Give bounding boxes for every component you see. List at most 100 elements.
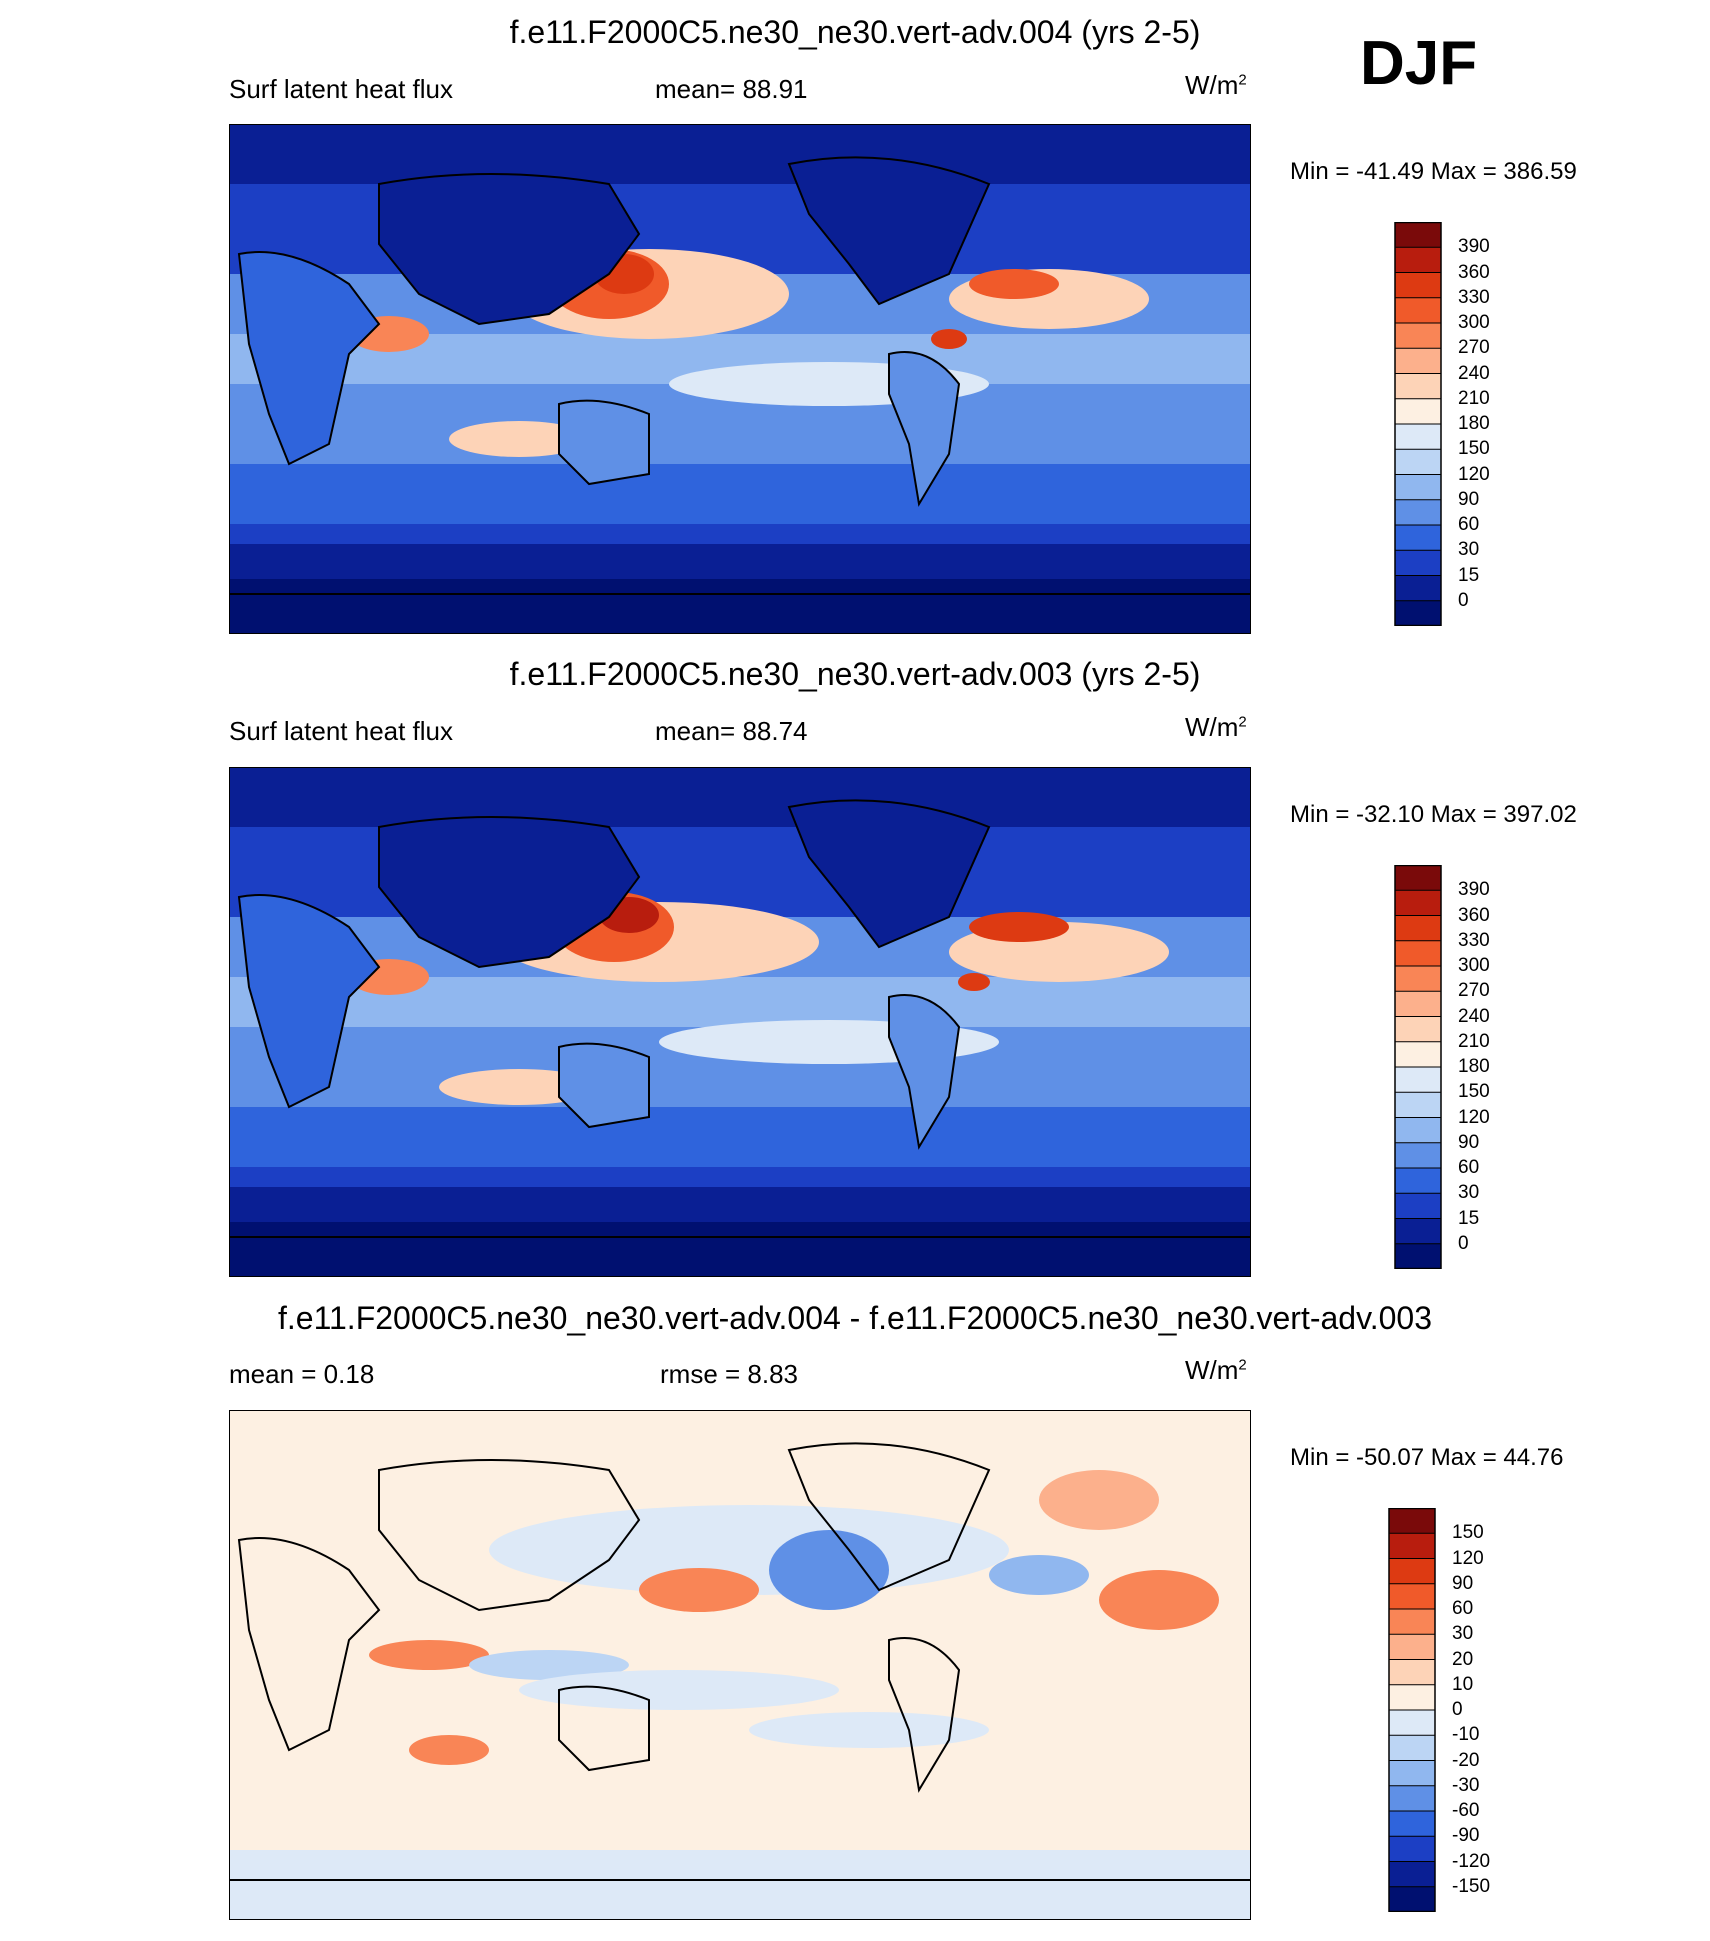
colorbar-swatch (1388, 1785, 1436, 1812)
colorbar-swatch (1388, 1608, 1436, 1636)
colorbar-tick-label: 330 (1458, 929, 1490, 951)
colorbar-swatch (1388, 1835, 1436, 1863)
colorbar-swatch (1394, 940, 1442, 967)
colorbar-tick-label: 180 (1458, 1056, 1490, 1077)
colorbar-outline (1394, 221, 1442, 627)
colorbar-tick-label: 90 (1458, 488, 1480, 510)
colorbar-swatch (1394, 347, 1442, 375)
colorbar-swatch (1394, 889, 1442, 917)
panel1-title: f.e11.F2000C5.ne30_ne30.vert-adv.004 (yr… (509, 14, 1201, 50)
colorbar-swatch (1394, 272, 1442, 299)
season-label: DJF (1360, 29, 1478, 98)
colorbar-swatch (1388, 1659, 1436, 1686)
colorbar-tick-label: 300 (1458, 955, 1490, 976)
colorbar-tick-label: 120 (1458, 463, 1490, 485)
panel1-colorbar (1393, 221, 1443, 631)
colorbar-swatch (1388, 1633, 1436, 1661)
colorbar-tick-label: 15 (1458, 564, 1480, 586)
panel2-colorbar (1393, 864, 1443, 1274)
panel2-map-svg (229, 767, 1251, 1277)
colorbar-swatch (1394, 600, 1442, 627)
colorbar-swatch (1394, 575, 1442, 602)
colorbar-swatch (1388, 1709, 1436, 1737)
colorbar-swatch (1394, 1066, 1442, 1094)
colorbar-tick-label: 180 (1458, 413, 1490, 434)
colorbar-tick-label: 30 (1458, 1182, 1480, 1204)
colorbar-tick-label: -90 (1452, 1825, 1480, 1847)
colorbar-tick-label: 10 (1452, 1673, 1474, 1695)
panel3-colorbar (1387, 1507, 1437, 1917)
colorbar-swatch (1394, 1192, 1442, 1220)
colorbar-swatch (1394, 1243, 1442, 1270)
colorbar-swatch (1394, 373, 1442, 400)
panel1-variable-label: Surf latent heat flux (229, 74, 454, 104)
colorbar-tick-label: 90 (1452, 1572, 1474, 1594)
panel1-map-svg (229, 124, 1251, 634)
colorbar-swatch (1394, 1142, 1442, 1169)
colorbar-swatch (1394, 1041, 1442, 1068)
colorbar-tick-label: 120 (1452, 1547, 1484, 1569)
panel3-colorbar-svg (1388, 1507, 1436, 1913)
panel1-units: W/m2 (1185, 70, 1247, 100)
colorbar-swatch (1394, 864, 1442, 892)
colorbar-swatch (1388, 1532, 1436, 1560)
colorbar-tick-label: 390 (1458, 236, 1490, 258)
colorbar-swatch (1394, 1117, 1442, 1144)
colorbar-tick-label: 390 (1458, 879, 1490, 901)
colorbar-tick-label: -120 (1452, 1850, 1491, 1872)
colorbar-tick-label: 150 (1458, 1081, 1490, 1103)
colorbar-tick-label: -30 (1452, 1774, 1480, 1796)
colorbar-tick-label: 150 (1452, 1522, 1484, 1544)
colorbar-swatch (1394, 423, 1442, 451)
colorbar-tick-label: 330 (1458, 286, 1490, 308)
colorbar-swatch (1394, 1091, 1442, 1119)
panel2-minmax: Min = -32.10 Max = 397.02 (1290, 801, 1577, 828)
panel1-map (229, 124, 1251, 634)
colorbar-swatch (1394, 1218, 1442, 1245)
colorbar-swatch (1388, 1886, 1436, 1913)
colorbar-tick-label: 270 (1458, 337, 1490, 359)
panel2-colorbar-svg (1394, 864, 1442, 1270)
colorbar-tick-label: 360 (1458, 261, 1490, 283)
colorbar-swatch (1388, 1760, 1436, 1787)
colorbar-swatch (1394, 549, 1442, 577)
panel3-mean-label: mean = 0.18 (229, 1359, 375, 1389)
colorbar-tick-label: 210 (1458, 387, 1490, 409)
colorbar-outline (1388, 1507, 1436, 1913)
colorbar-swatch (1394, 398, 1442, 425)
panel3-units: W/m2 (1185, 1355, 1247, 1385)
colorbar-tick-label: 30 (1452, 1623, 1474, 1645)
colorbar-tick-label: -10 (1452, 1724, 1480, 1746)
colorbar-tick-label: 240 (1458, 362, 1490, 384)
panel2-map (229, 767, 1251, 1277)
panel2-mean-label: mean= 88.74 (655, 716, 808, 746)
colorbar-swatch (1394, 221, 1442, 249)
colorbar-swatch (1388, 1558, 1436, 1585)
colorbar-swatch (1394, 965, 1442, 993)
colorbar-tick-label: 90 (1458, 1131, 1480, 1153)
colorbar-swatch (1394, 246, 1442, 274)
colorbar-swatch (1394, 499, 1442, 526)
colorbar-tick-label: 0 (1458, 589, 1469, 611)
colorbar-swatch (1394, 322, 1442, 350)
colorbar-swatch (1388, 1734, 1436, 1762)
colorbar-tick-label: 60 (1452, 1598, 1474, 1619)
colorbar-tick-label: 120 (1458, 1106, 1490, 1128)
panel3-rmse-label: rmse = 8.83 (660, 1359, 799, 1389)
panel1-minmax: Min = -41.49 Max = 386.59 (1290, 158, 1577, 185)
colorbar-tick-label: 300 (1458, 312, 1490, 333)
panel1-mean-label: mean= 88.91 (655, 74, 808, 104)
colorbar-outline (1394, 864, 1442, 1270)
colorbar-swatch (1394, 990, 1442, 1018)
colorbar-tick-label: 60 (1458, 1157, 1480, 1178)
panel2-units: W/m2 (1185, 712, 1247, 742)
colorbar-swatch (1388, 1583, 1436, 1610)
colorbar-tick-label: -60 (1452, 1800, 1480, 1821)
colorbar-swatch (1394, 448, 1442, 476)
panel2-title: f.e11.F2000C5.ne30_ne30.vert-adv.003 (yr… (509, 656, 1201, 692)
colorbar-tick-label: 0 (1452, 1699, 1463, 1720)
colorbar-swatch (1394, 1016, 1442, 1043)
colorbar-tick-label: 210 (1458, 1030, 1490, 1052)
panel1-colorbar-svg (1394, 221, 1442, 627)
colorbar-swatch (1394, 1167, 1442, 1195)
